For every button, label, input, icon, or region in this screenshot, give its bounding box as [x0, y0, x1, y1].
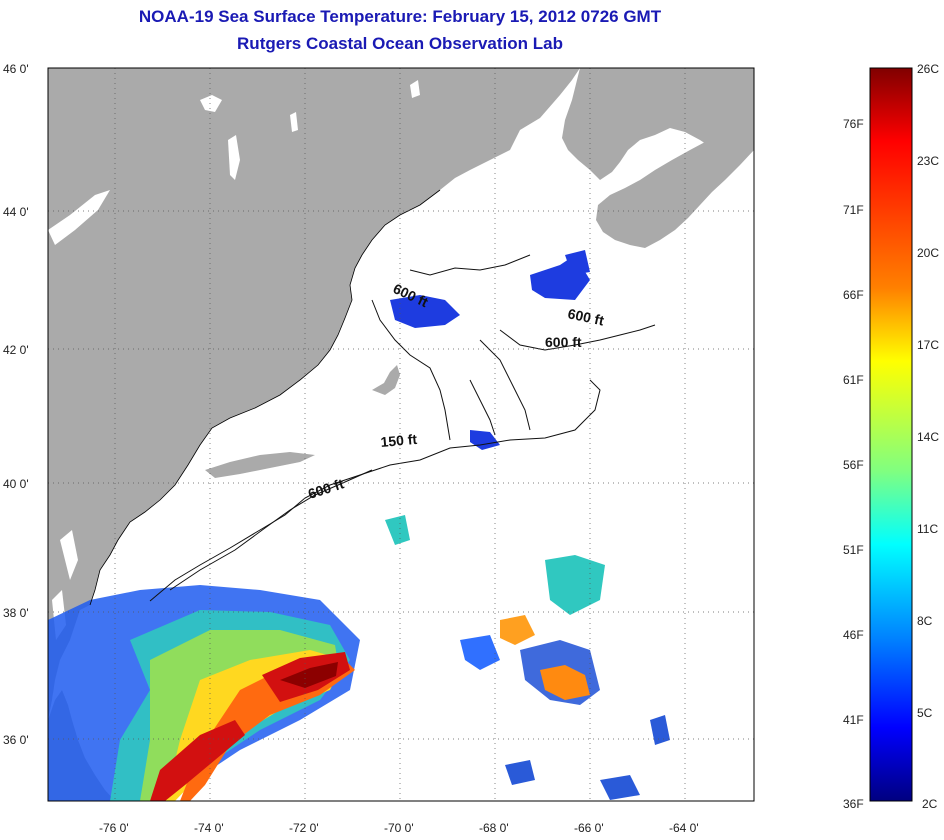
- colorbar-fahrenheit-labels: 76F 71F 66F 61F 56F 51F 46F 41F 36F: [843, 117, 864, 811]
- colorbar-celsius-labels: 26C 23C 20C 17C 14C 11C 8C 5C 2C: [917, 62, 939, 811]
- colorbar-c-label: 17C: [917, 338, 939, 352]
- colorbar-f-label: 36F: [843, 797, 864, 811]
- colorbar-f-label: 76F: [843, 117, 864, 131]
- colorbar-f-label: 71F: [843, 203, 864, 217]
- land-nova-scotia: [596, 138, 754, 248]
- lakes: [48, 80, 420, 640]
- colorbar-c-label: 11C: [917, 522, 938, 536]
- colorbar-c-label: 20C: [917, 246, 939, 260]
- lon-tick-label: -74 0': [194, 821, 224, 835]
- colorbar-f-label: 41F: [843, 713, 864, 727]
- lon-tick-label: -72 0': [289, 821, 319, 835]
- lat-tick-label: 40 0': [3, 477, 29, 491]
- colorbar-f-label: 61F: [843, 373, 864, 387]
- colorbar-c-label: 5C: [917, 706, 933, 720]
- lat-tick-label: 44 0': [3, 205, 29, 219]
- colorbar-c-label: 26C: [917, 62, 939, 76]
- lon-tick-label: -70 0': [384, 821, 414, 835]
- lat-tick-label: 42 0': [3, 343, 29, 357]
- lat-tick-label: 38 0': [3, 606, 29, 620]
- colorbar-f-label: 46F: [843, 628, 864, 642]
- colorbar-c-label: 14C: [917, 430, 939, 444]
- lon-tick-label: -64 0': [669, 821, 699, 835]
- colorbar: [869, 67, 913, 802]
- lat-tick-label: 36 0': [3, 733, 29, 747]
- lat-axis: 46 0' 44 0' 42 0' 40 0' 38 0' 36 0': [3, 62, 29, 747]
- colorbar-c-label: 8C: [917, 614, 933, 628]
- colorbar-f-label: 56F: [843, 458, 864, 472]
- map-frame: [47, 67, 755, 802]
- lon-tick-label: -68 0': [479, 821, 509, 835]
- lon-tick-label: -66 0': [574, 821, 604, 835]
- map-title: NOAA-19 Sea Surface Temperature: Februar…: [138, 7, 662, 26]
- contour-label-600-c: 600 ft: [545, 334, 582, 350]
- land-mainland: [48, 68, 580, 720]
- bathymetry-contours: [149, 254, 656, 602]
- sst-patches: [385, 250, 670, 800]
- lon-axis: -76 0' -74 0' -72 0' -70 0' -68 0' -66 0…: [99, 821, 699, 835]
- contour-label-150: 150 ft: [380, 431, 418, 450]
- lon-tick-label: -76 0': [99, 821, 129, 835]
- colorbar-f-label: 66F: [843, 288, 864, 302]
- map-subtitle: Rutgers Coastal Ocean Observation Lab: [237, 34, 563, 53]
- colorbar-c-label: 23C: [917, 154, 939, 168]
- colorbar-f-label: 51F: [843, 543, 864, 557]
- lat-tick-label: 46 0': [3, 62, 29, 76]
- contour-label-600-b: 600 ft: [566, 305, 605, 328]
- graticule: [48, 68, 754, 801]
- land-maritimes: [562, 68, 754, 180]
- land-long-island: [205, 452, 315, 478]
- coastline: [89, 189, 441, 606]
- sst-gulf-stream: [48, 585, 360, 801]
- colorbar-c-label: 2C: [922, 797, 938, 811]
- land-cape-cod: [372, 365, 400, 395]
